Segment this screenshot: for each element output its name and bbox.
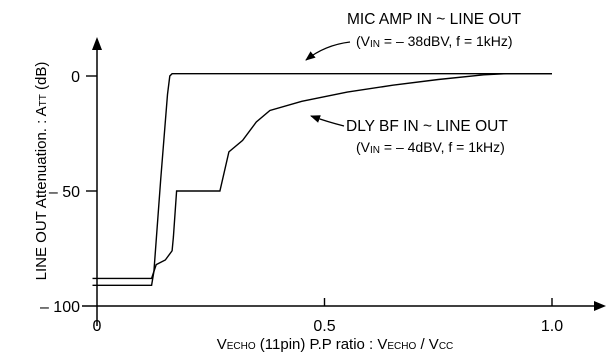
x-axis-arrow bbox=[594, 301, 606, 311]
x-tick-label: 1.0 bbox=[541, 318, 563, 335]
series-1-name: MIC AMP IN ~ LINE OUT bbox=[347, 11, 522, 28]
x-axis-title: VECHO (11pin) P.P ratio : VECHO / VCC bbox=[217, 336, 454, 353]
y-tick-label: – 50 bbox=[49, 184, 80, 201]
y-tick-label: 0 bbox=[71, 69, 80, 86]
data-curves bbox=[92, 72, 552, 286]
y-axis-arrow bbox=[92, 37, 102, 50]
series-1-line bbox=[92, 72, 552, 280]
axis-ticks: 0 0.5 1.0 0 – 50 – 100 bbox=[40, 69, 563, 335]
x-tick-label: 0.5 bbox=[313, 318, 335, 335]
series-2-condition: (VIN = – 4dBV, f = 1kHz) bbox=[356, 139, 505, 156]
series-1-pointer bbox=[305, 41, 351, 61]
series-2-name: DLY BF IN ~ LINE OUT bbox=[346, 118, 508, 135]
series-2-pointer bbox=[310, 115, 345, 127]
series-2-line bbox=[92, 72, 552, 286]
y-tick-label: – 100 bbox=[40, 299, 80, 316]
series-1-condition: (VIN = – 38dBV, f = 1kHz) bbox=[356, 33, 513, 50]
x-tick-label: 0 bbox=[93, 318, 102, 335]
y-axis-title: LINE OUT Attenuation. : ATT (dB) bbox=[33, 62, 50, 281]
